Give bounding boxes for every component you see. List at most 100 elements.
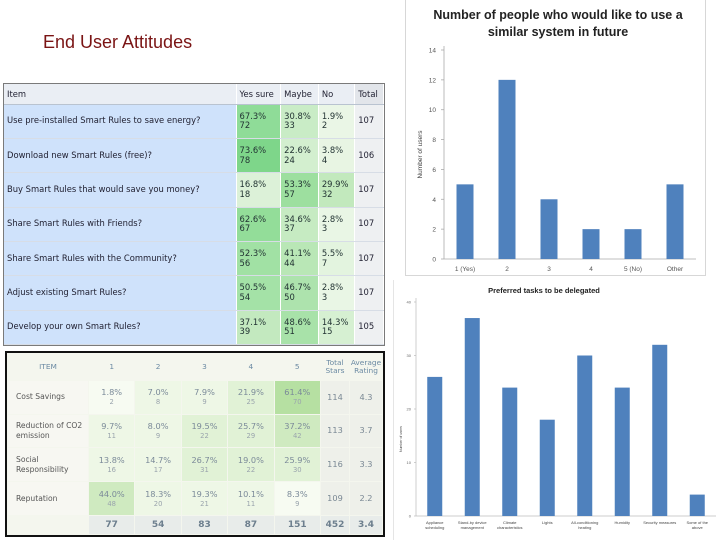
rating-percent: 19.3%	[191, 488, 218, 499]
rating-cell-1: 1.8% 2	[89, 381, 135, 414]
rating-percent: 14.7%	[145, 454, 172, 465]
table-row: Share Smart Rules with the Community? 52.…	[4, 241, 384, 277]
cell-yes-sure-percent: 50.5%	[239, 282, 267, 293]
rating-sum-1: 77	[89, 516, 135, 534]
table-row: Develop your own Smart Rules? 37.1% 39 48.6…	[4, 310, 384, 346]
bar	[689, 494, 705, 516]
x-tick-label: 1 (Yes)	[455, 266, 475, 273]
slide-title: End User Attitudes	[43, 32, 193, 52]
rating-count: 9	[155, 431, 161, 440]
table-row: Adjust existing Smart Rules? 50.5% 54 46.7%…	[4, 275, 384, 311]
rating-sum-7: 3.4	[350, 516, 382, 534]
cell-no: 2.8% 3	[318, 207, 356, 242]
row-item-label: Share Smart Rules with Friends?	[4, 207, 237, 242]
row-item-label: Use pre-installed Smart Rules to save en…	[4, 104, 237, 139]
rating-count: 2	[109, 398, 114, 407]
cell-yes-sure-count: 18	[239, 188, 251, 199]
rating-row-label: Cost Savings	[8, 381, 88, 414]
y-tick-label: 40	[407, 300, 412, 305]
cell-yes-sure-percent: 52.3%	[239, 247, 267, 258]
rating-percent: 1.8%	[101, 387, 123, 398]
rating-sum-4: 87	[228, 516, 274, 534]
rating-count: 16	[107, 465, 117, 474]
cell-yes-sure: 52.3% 56	[236, 241, 282, 277]
rating-count: 9	[202, 398, 207, 407]
cell-yes-sure-percent: 73.6%	[239, 144, 267, 155]
rating-row: Reduction of CO2 emission 9.7% 11 8.0% 9 19.5…	[8, 414, 382, 448]
rating-cell-2: 18.3% 20	[135, 482, 181, 515]
cell-maybe: 46.7% 50	[280, 275, 319, 311]
rating-header-row: ITEM 1 2 3 4 5 Total Stars Average Ratin…	[8, 354, 382, 380]
rating-count: 25	[246, 398, 256, 407]
row-item-label: Adjust existing Smart Rules?	[4, 275, 237, 311]
rating-percent: 9.7%	[101, 420, 123, 431]
y-tick-label: 4	[432, 197, 436, 204]
header-maybe: Maybe	[280, 84, 319, 105]
rating-percent: 21.9%	[237, 387, 264, 398]
rating-total-stars: 109	[321, 482, 349, 515]
rating-count: 42	[292, 431, 302, 440]
rating-percent: 10.1%	[237, 488, 264, 499]
table-row: Download new Smart Rules (free)? 73.6% 78 2…	[4, 138, 384, 174]
y-tick-label: 0	[432, 257, 436, 264]
cell-maybe: 30.8% 33	[280, 104, 319, 139]
cell-total: 107	[354, 241, 384, 277]
rating-count: 70	[292, 398, 302, 407]
cell-no-count: 4	[321, 154, 328, 165]
rating-cell-3: 19.3% 21	[181, 482, 228, 515]
cell-yes-sure: 50.5% 54	[236, 275, 282, 311]
rating-average: 2.2	[350, 482, 382, 515]
cell-maybe-percent: 53.3%	[284, 179, 311, 190]
bar	[502, 387, 518, 516]
rating-count: 31	[200, 465, 209, 474]
header-no: No	[318, 84, 356, 105]
rating-row-label: Reduction of CO2 emission	[8, 414, 88, 448]
table-row: Buy Smart Rules that would save you mone…	[4, 172, 384, 208]
cell-maybe: 48.6% 51	[280, 310, 319, 346]
table-header-row: Item Yes sure Maybe No Total	[4, 84, 384, 105]
cell-yes-sure: 62.6% 67	[236, 207, 282, 242]
cell-no-percent: 2.8%	[321, 213, 344, 224]
x-tick-label: Lights	[542, 520, 553, 525]
rating-cell-2: 7.0% 8	[135, 381, 181, 414]
cell-total: 107	[354, 172, 384, 208]
header-rating-5: 5	[274, 354, 320, 380]
rating-count: 30	[292, 465, 302, 474]
delegated-tasks-chart-svg: Preferred tasks to be delegated Number of…	[399, 286, 716, 530]
cell-maybe-count: 57	[284, 188, 295, 199]
bar	[456, 184, 474, 259]
cell-maybe-count: 50	[284, 291, 295, 302]
rating-sum-6: 452	[321, 516, 349, 534]
rating-sum-blank	[8, 516, 88, 534]
header-item: ITEM	[8, 354, 88, 380]
cell-yes-sure-percent: 62.6%	[239, 213, 267, 224]
cell-maybe-count: 24	[284, 154, 295, 165]
x-tick-label: Some of the	[686, 520, 708, 525]
header-rating-2: 2	[135, 354, 181, 380]
chart-title: Number of people who would like to use a	[433, 8, 683, 22]
cell-no: 5.5% 7	[318, 241, 356, 277]
rating-count: 21	[200, 499, 209, 508]
cell-no: 14.3% 15	[318, 310, 356, 346]
cell-yes-sure-count: 54	[239, 291, 251, 302]
bar	[582, 229, 600, 259]
x-tick-label: scheduling	[425, 525, 444, 530]
rating-count: 22	[246, 465, 256, 474]
bar	[577, 355, 593, 516]
cell-maybe-percent: 48.6%	[284, 316, 311, 327]
header-average-rating: Average Rating	[350, 354, 382, 380]
y-tick-label: 2	[432, 227, 436, 234]
cell-no-percent: 2.8%	[321, 282, 344, 293]
y-tick-label: 6	[432, 167, 436, 174]
rating-sum-2: 54	[135, 516, 181, 534]
y-axis-label: Number of users	[399, 426, 403, 452]
cell-yes-sure-percent: 16.8%	[239, 179, 267, 190]
cell-no-percent: 3.8%	[321, 144, 344, 155]
cell-total: 107	[354, 207, 384, 242]
cell-total: 107	[354, 275, 384, 311]
y-tick-label: 12	[429, 77, 437, 84]
y-tick-label: 30	[407, 353, 412, 358]
rating-cell-1: 44.0% 48	[89, 482, 135, 515]
x-tick-label: Appliance	[426, 520, 444, 525]
cell-yes-sure-percent: 37.1%	[239, 316, 267, 327]
